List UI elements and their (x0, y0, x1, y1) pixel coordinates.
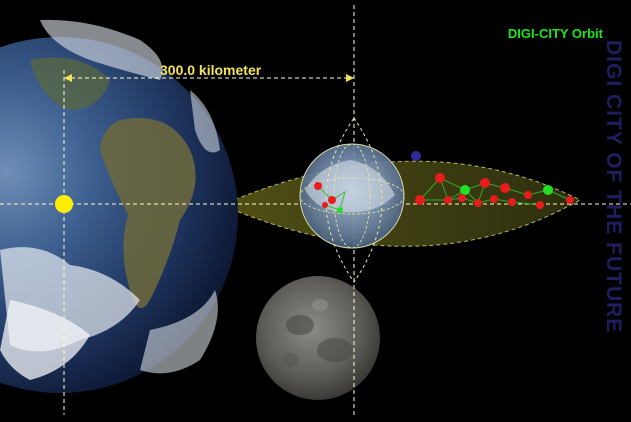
node-red (322, 202, 328, 208)
distance-label: 300.0 kilometer (160, 62, 262, 78)
node-red (328, 196, 336, 204)
network-nodes (314, 151, 574, 213)
node-red (480, 178, 490, 188)
node-red (490, 195, 498, 203)
vertical-orbit-lens (325, 117, 383, 283)
sun-marker (55, 195, 73, 213)
node-red (566, 196, 574, 204)
node-red (508, 198, 516, 206)
node-red (314, 182, 322, 190)
digi-city-sphere (299, 143, 405, 249)
node-red (500, 183, 510, 193)
side-vertical-text: DIGI CITY OF THE FUTURE (602, 40, 625, 334)
node-green (543, 185, 553, 195)
earth-globe (0, 19, 238, 393)
node-red (536, 201, 544, 209)
node-red (444, 196, 452, 204)
node-red (435, 173, 445, 183)
node-red (524, 191, 532, 199)
distance-arrow (64, 74, 354, 82)
node-red (415, 195, 425, 205)
node-green (337, 207, 343, 213)
node-green (460, 185, 470, 195)
node-red (474, 199, 482, 207)
moon (256, 276, 380, 400)
node-blue (411, 151, 421, 161)
diagram-title: DIGI-CITY Orbit (507, 26, 603, 41)
node-red (458, 194, 466, 202)
